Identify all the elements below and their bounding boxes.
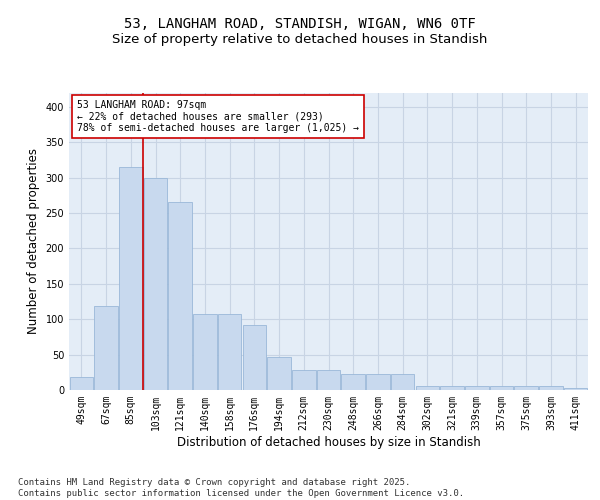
Bar (119, 167, 143, 390)
Bar (366, 374, 389, 390)
Bar (193, 314, 217, 390)
Bar (94, 306, 118, 390)
Text: 53, LANGHAM ROAD, STANDISH, WIGAN, WN6 0TF: 53, LANGHAM ROAD, STANDISH, WIGAN, WN6 0… (124, 18, 476, 32)
Text: 53 LANGHAM ROAD: 97sqm
← 22% of detached houses are smaller (293)
78% of semi-de: 53 LANGHAM ROAD: 97sqm ← 22% of detached… (77, 100, 359, 133)
Bar (465, 386, 488, 390)
Bar (416, 386, 439, 390)
Bar (490, 386, 513, 390)
Bar (218, 314, 241, 390)
Bar (169, 202, 192, 390)
Text: Contains HM Land Registry data © Crown copyright and database right 2025.
Contai: Contains HM Land Registry data © Crown c… (18, 478, 464, 498)
Bar (514, 386, 538, 390)
Bar (268, 356, 291, 390)
X-axis label: Distribution of detached houses by size in Standish: Distribution of detached houses by size … (176, 436, 481, 448)
Bar (242, 325, 266, 390)
Bar (317, 370, 340, 390)
Y-axis label: Number of detached properties: Number of detached properties (27, 148, 40, 334)
Bar (539, 386, 563, 390)
Bar (440, 386, 464, 390)
Bar (70, 377, 93, 390)
Bar (341, 374, 365, 390)
Bar (292, 370, 316, 390)
Text: Size of property relative to detached houses in Standish: Size of property relative to detached ho… (112, 32, 488, 46)
Bar (564, 388, 587, 390)
Bar (144, 178, 167, 390)
Bar (391, 374, 415, 390)
